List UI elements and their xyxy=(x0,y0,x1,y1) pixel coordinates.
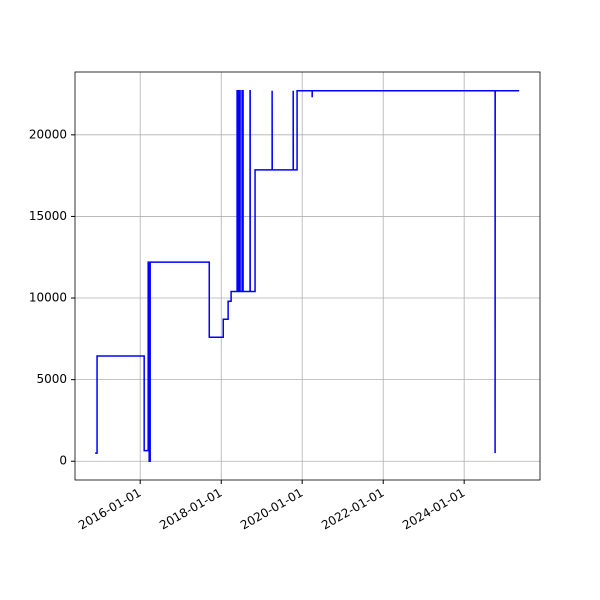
x-tick-label: 2022-01-01 xyxy=(319,486,386,533)
x-tick-label: 2024-01-01 xyxy=(400,486,467,533)
data-line xyxy=(95,90,520,462)
y-tick-label: 15000 xyxy=(29,209,67,223)
plot-frame xyxy=(74,71,541,481)
y-tick-label: 10000 xyxy=(29,291,67,305)
y-tick-label: 0 xyxy=(59,454,67,468)
x-tick-label: 2016-01-01 xyxy=(76,486,143,533)
y-tick-label: 20000 xyxy=(29,127,67,141)
x-tick-label: 2018-01-01 xyxy=(157,486,224,533)
x-tick-label: 2020-01-01 xyxy=(238,486,305,533)
y-tick-label: 5000 xyxy=(36,372,67,386)
